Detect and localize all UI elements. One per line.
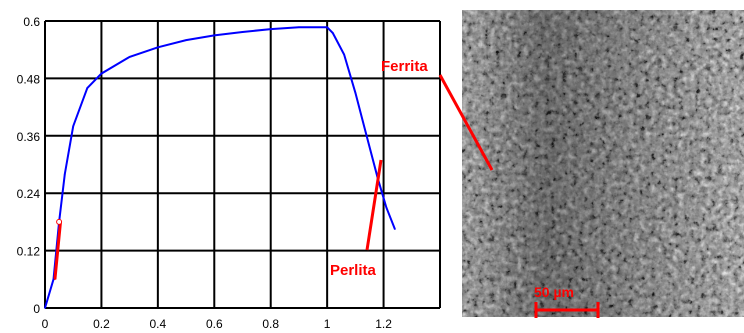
scale-bar-label: 50 µm <box>534 284 574 300</box>
data-point <box>52 278 55 281</box>
x-tick-label: 1.2 <box>375 317 392 331</box>
y-tick-label: 0.24 <box>17 187 41 201</box>
grid <box>44 20 441 309</box>
data-point <box>331 32 334 34</box>
data-point <box>365 135 368 137</box>
data-point <box>326 26 328 29</box>
y-tick-label: 0.48 <box>17 72 41 86</box>
data-point <box>56 249 59 252</box>
data-point <box>100 72 103 75</box>
data-point <box>157 46 159 49</box>
data-point <box>86 87 89 89</box>
data-point <box>298 26 300 29</box>
data-point <box>128 56 131 58</box>
ferrita-label: Ferrita <box>381 58 428 75</box>
x-tick-label: 0 <box>42 317 49 331</box>
stress-strain-chart: 0 0.12 0.24 0.36 0.48 0.6 0 0.2 0.4 0.6 0.8 1 1.2 <box>17 15 441 331</box>
y-tick-label: 0 <box>33 302 40 316</box>
x-tick-label: 0.6 <box>206 317 223 331</box>
x-tick-label: 0.8 <box>262 317 279 331</box>
data-point <box>269 28 272 30</box>
data-point <box>241 31 244 33</box>
data-point <box>54 278 56 281</box>
y-tick-label: 0.6 <box>23 15 40 29</box>
data-point <box>63 173 66 175</box>
series-line-0 <box>44 26 396 309</box>
x-tick-label: 0.4 <box>150 317 167 331</box>
x-tick-label: 1 <box>324 317 331 331</box>
data-point <box>44 307 46 309</box>
data-point <box>354 91 357 94</box>
y-tick-label: 0.36 <box>17 130 41 144</box>
micrograph-image <box>462 10 744 317</box>
tick-labels: 0 0.12 0.24 0.36 0.48 0.6 0 0.2 0.4 0.6 0.8 1 1.2 <box>17 15 393 331</box>
data-point <box>377 178 379 180</box>
data-point <box>343 53 345 56</box>
data-point <box>213 34 216 37</box>
perlita-label: Perlita <box>330 262 376 279</box>
points-group <box>44 26 396 309</box>
data-point <box>385 206 388 209</box>
data-point <box>185 39 187 41</box>
y-tick-label: 0.12 <box>17 245 41 259</box>
data-point <box>72 125 75 128</box>
yield-marker <box>56 218 63 225</box>
data-point <box>394 228 396 230</box>
x-tick-label: 0.2 <box>93 317 110 331</box>
